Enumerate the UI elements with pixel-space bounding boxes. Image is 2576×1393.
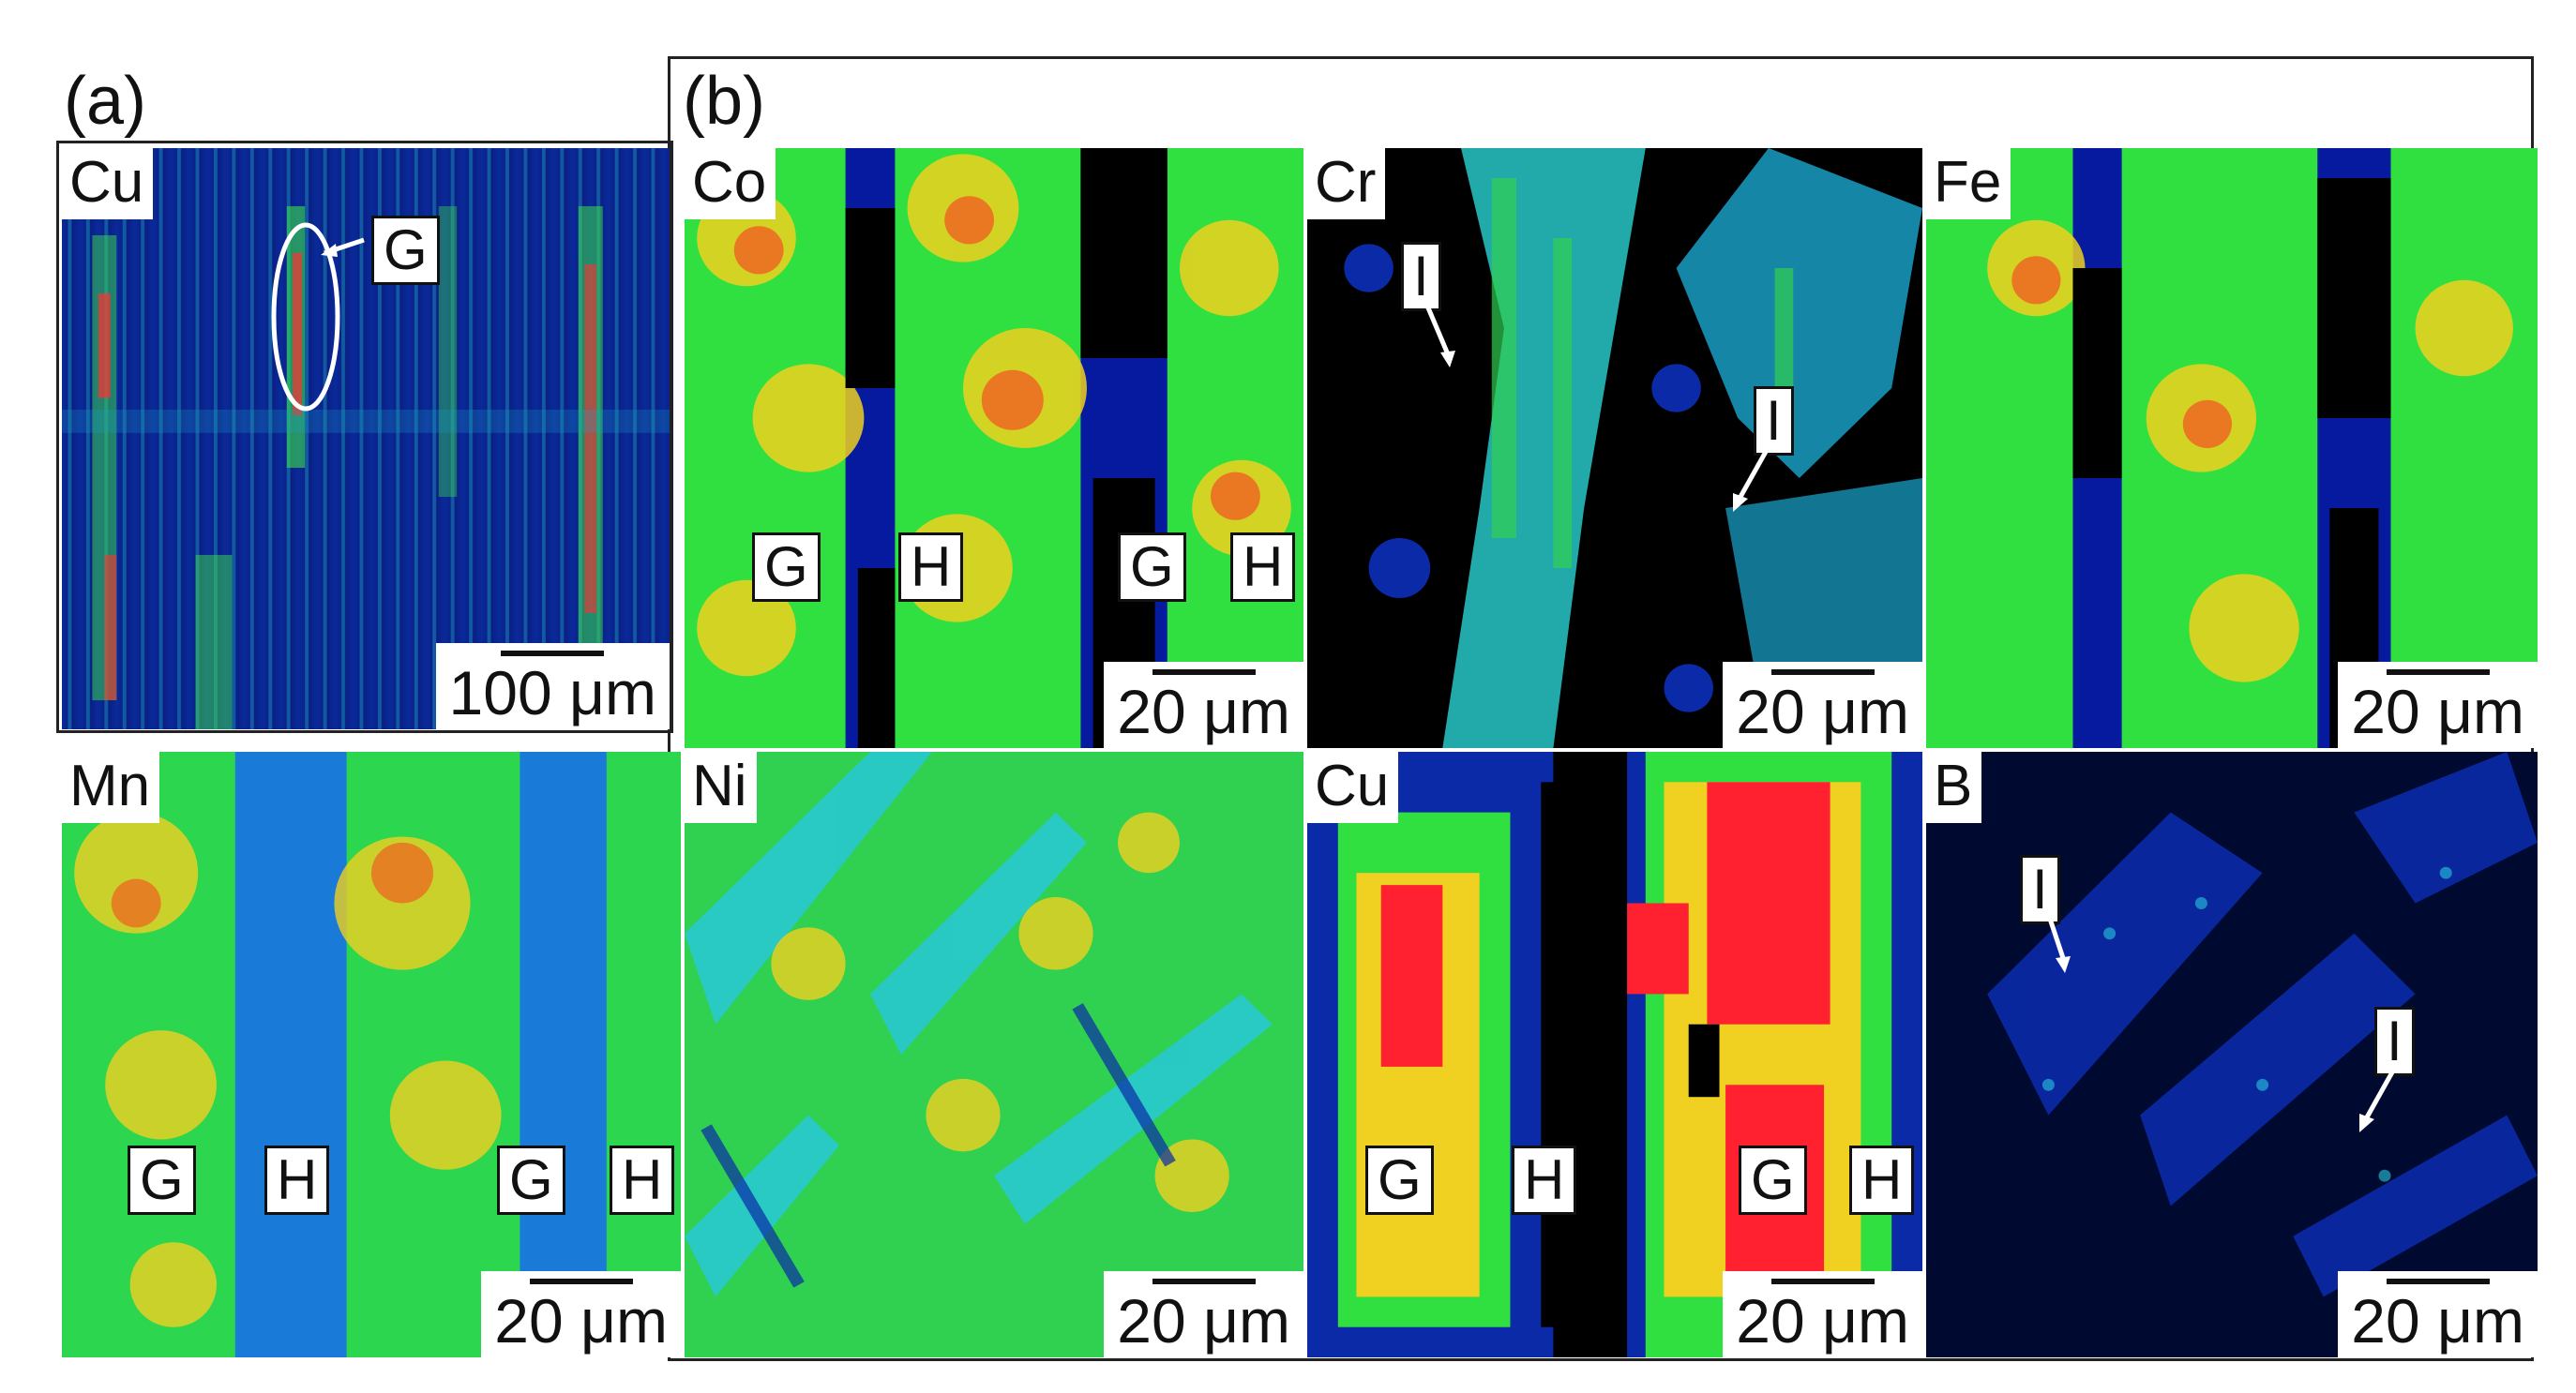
marker-h-co-1: H [898, 532, 964, 602]
element-label-ni: Ni [685, 752, 757, 823]
scale-text-ni: 20 μm [1117, 1286, 1290, 1356]
map-b: B I I 20 μm [1926, 752, 2538, 1357]
marker-h-cu-2: H [1849, 1146, 1915, 1215]
marker-i-b-1: I [2020, 855, 2060, 924]
map-cu-image [1307, 752, 1922, 1357]
marker-h-mn-1: H [264, 1146, 330, 1215]
panel-a-frame [56, 141, 673, 733]
panel-a-label: (a) [64, 64, 146, 139]
map-b-image [1926, 752, 2538, 1357]
marker-i-cr-1: I [1401, 242, 1441, 311]
marker-i-cr-2: I [1754, 386, 1794, 456]
scale-text-mn: 20 μm [494, 1286, 668, 1356]
scale-bar-cu: 20 μm [1723, 1271, 1922, 1357]
scale-bar-co: 20 μm [1104, 662, 1303, 748]
element-label-co: Co [685, 148, 776, 219]
map-mn-image [62, 752, 681, 1357]
element-label-b: B [1926, 752, 1982, 823]
element-label-cr: Cr [1307, 148, 1386, 219]
map-cu: Cu G H G H 20 μm [1307, 752, 1922, 1357]
element-label-a-cu: Cu [62, 148, 154, 219]
map-a-cu-image [62, 148, 670, 729]
map-fe: Fe 20 μm [1926, 148, 2538, 748]
scale-bar-cr: 20 μm [1723, 662, 1922, 748]
marker-g-mn-2: G [497, 1146, 565, 1215]
marker-g-co-2: G [1118, 532, 1186, 602]
map-fe-image [1926, 148, 2538, 748]
marker-h-cu-1: H [1512, 1146, 1577, 1215]
map-co: Co G H G H 20 μm [685, 148, 1303, 748]
scale-bar-fe: 20 μm [2338, 662, 2538, 748]
element-label-cu: Cu [1307, 752, 1399, 823]
scale-bar-ni: 20 μm [1104, 1271, 1303, 1357]
marker-g-a: G [371, 216, 440, 285]
map-mn: Mn G H G H 20 μm [62, 752, 681, 1357]
marker-g-mn-1: G [128, 1146, 196, 1215]
marker-h-mn-2: H [610, 1146, 675, 1215]
marker-i-b-2: I [2374, 1007, 2415, 1076]
scale-text-fe: 20 μm [2351, 677, 2524, 746]
map-ni: Ni 20 μm [685, 752, 1303, 1357]
scale-text-co: 20 μm [1117, 677, 1290, 746]
scale-text-a: 100 μm [448, 658, 656, 727]
map-cr-image [1307, 148, 1922, 748]
scale-bar-mn: 20 μm [481, 1271, 681, 1357]
scale-bar-b: 20 μm [2338, 1271, 2538, 1357]
map-ni-image [685, 752, 1303, 1357]
marker-g-co-1: G [752, 532, 821, 602]
scale-text-b: 20 μm [2351, 1286, 2524, 1356]
element-label-mn: Mn [62, 752, 160, 823]
map-cr: Cr I I 20 μm [1307, 148, 1922, 748]
map-a-cu: Cu G 100 μm [62, 148, 670, 729]
scale-text-cu: 20 μm [1736, 1286, 1909, 1356]
marker-g-cu-2: G [1739, 1146, 1807, 1215]
map-co-image [685, 148, 1303, 748]
marker-h-co-2: H [1230, 532, 1296, 602]
scale-text-cr: 20 μm [1736, 677, 1909, 746]
panel-b-label: (b) [683, 64, 765, 139]
marker-g-cu-1: G [1365, 1146, 1434, 1215]
element-label-fe: Fe [1926, 148, 2011, 219]
scale-bar-a: 100 μm [435, 643, 670, 729]
